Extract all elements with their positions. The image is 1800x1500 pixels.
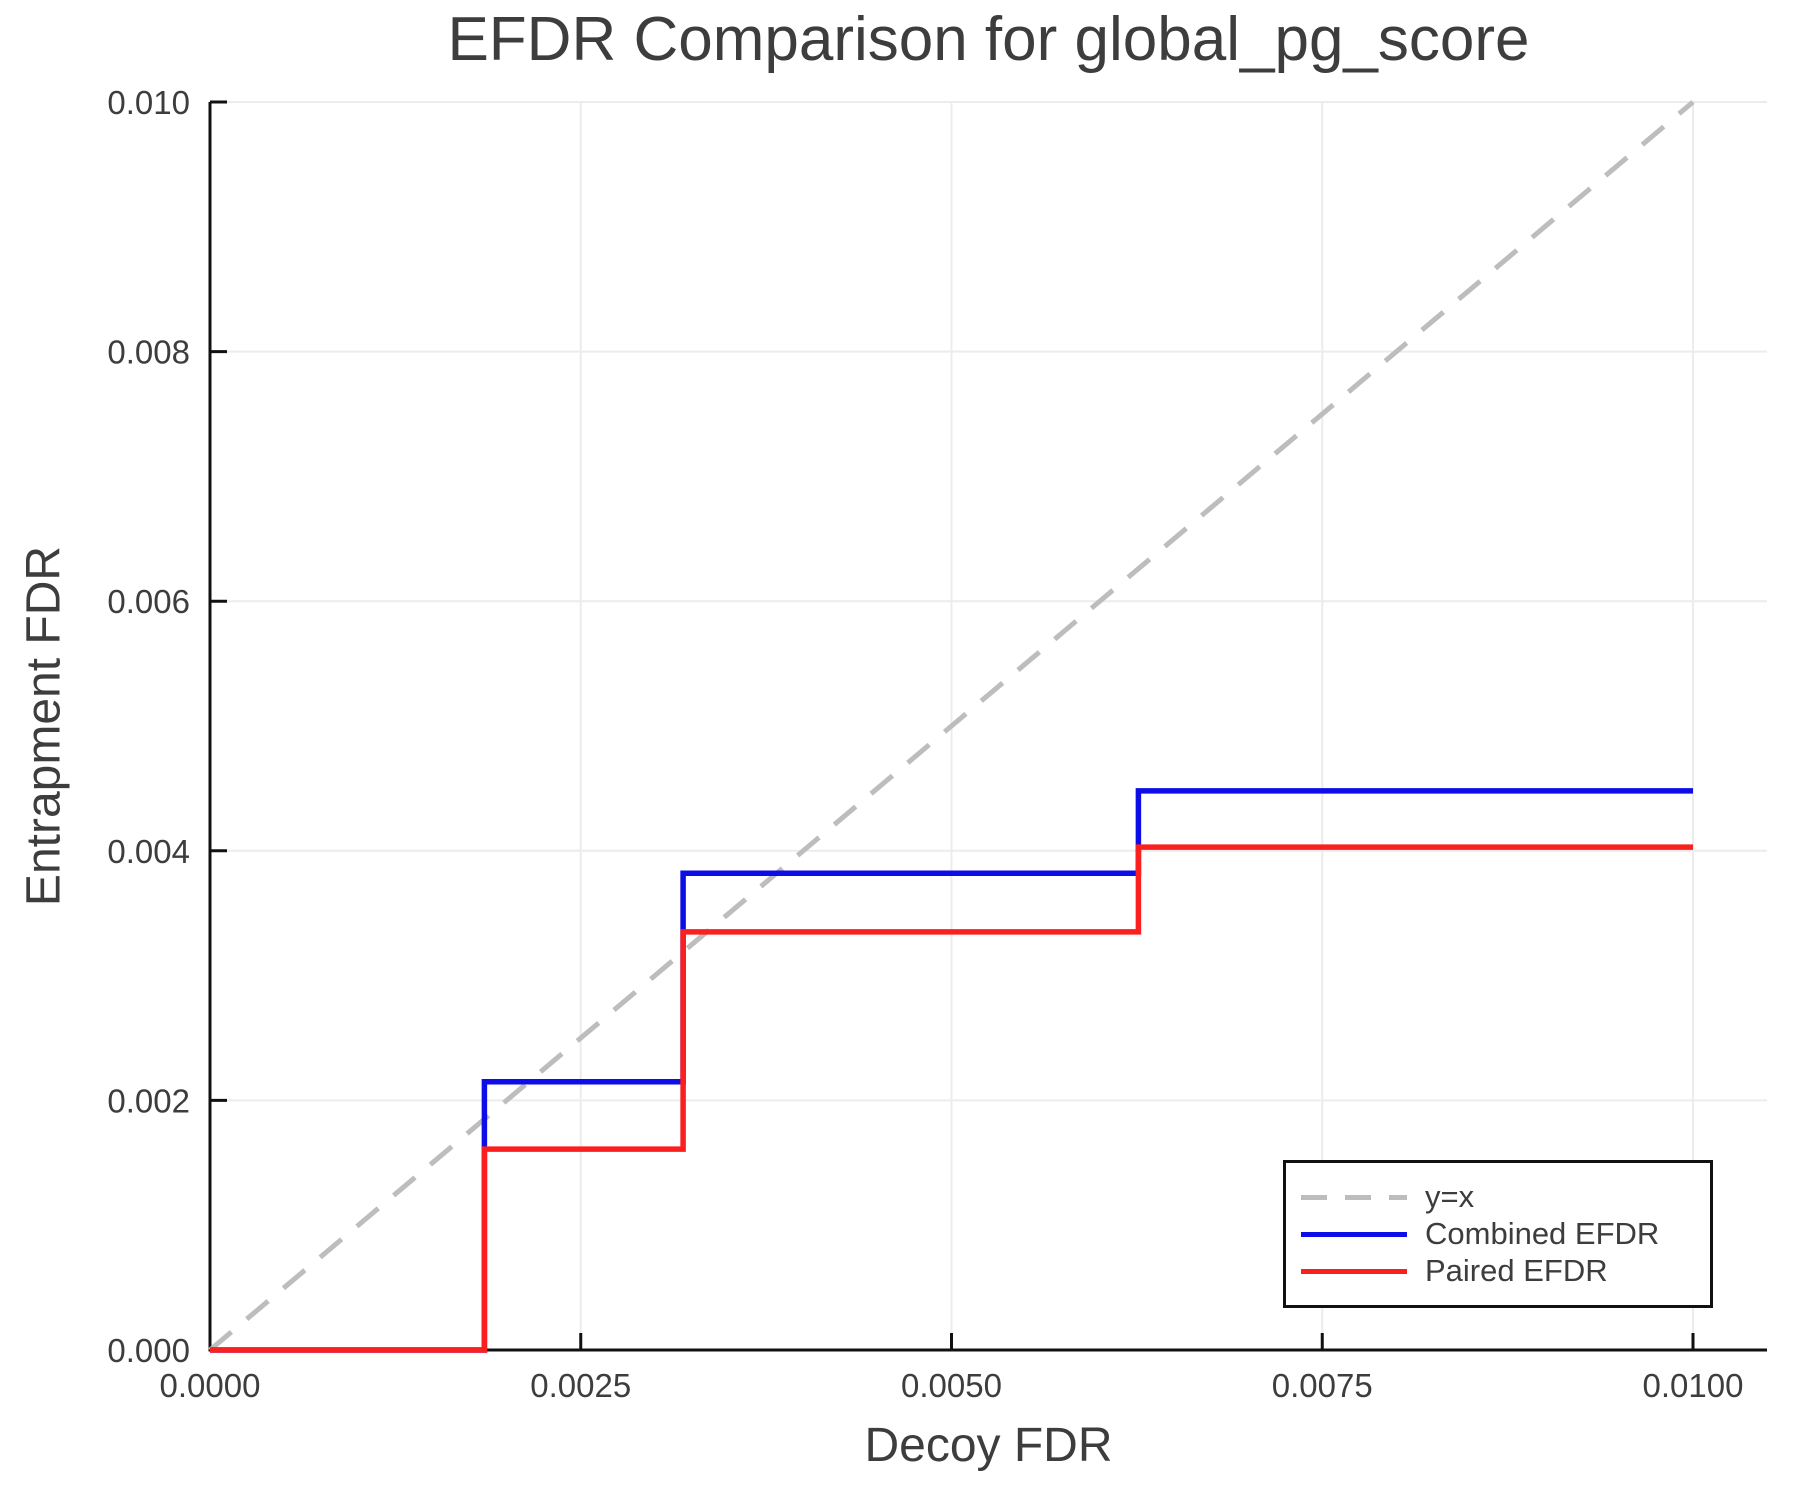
legend-row-paired: Paired EFDR <box>1301 1253 1710 1290</box>
svg-text:0.0025: 0.0025 <box>530 1367 631 1404</box>
svg-text:0.0050: 0.0050 <box>901 1367 1002 1404</box>
legend-row-reference: y=x <box>1301 1179 1710 1216</box>
legend-line-sample-combined <box>1301 1231 1407 1237</box>
svg-text:0.002: 0.002 <box>107 1082 190 1119</box>
svg-text:0.006: 0.006 <box>107 583 190 620</box>
svg-text:0.004: 0.004 <box>107 833 190 870</box>
legend: y=x Combined EFDR Paired EFDR <box>1283 1160 1713 1308</box>
svg-text:0.0100: 0.0100 <box>1643 1367 1744 1404</box>
x-axis-label: Decoy FDR <box>864 1419 1113 1472</box>
chart-title: EFDR Comparison for global_pg_score <box>447 5 1530 74</box>
svg-text:0.008: 0.008 <box>107 334 190 371</box>
legend-line-sample-reference <box>1301 1194 1407 1200</box>
legend-line-sample-paired <box>1301 1268 1407 1274</box>
svg-text:0.000: 0.000 <box>107 1332 190 1369</box>
legend-row-combined: Combined EFDR <box>1301 1216 1710 1253</box>
legend-label-reference: y=x <box>1425 1179 1475 1214</box>
svg-text:0.0000: 0.0000 <box>160 1367 261 1404</box>
legend-label-combined: Combined EFDR <box>1425 1216 1660 1251</box>
svg-text:0.0075: 0.0075 <box>1272 1367 1373 1404</box>
svg-text:0.010: 0.010 <box>107 84 190 121</box>
legend-label-paired: Paired EFDR <box>1425 1253 1608 1288</box>
